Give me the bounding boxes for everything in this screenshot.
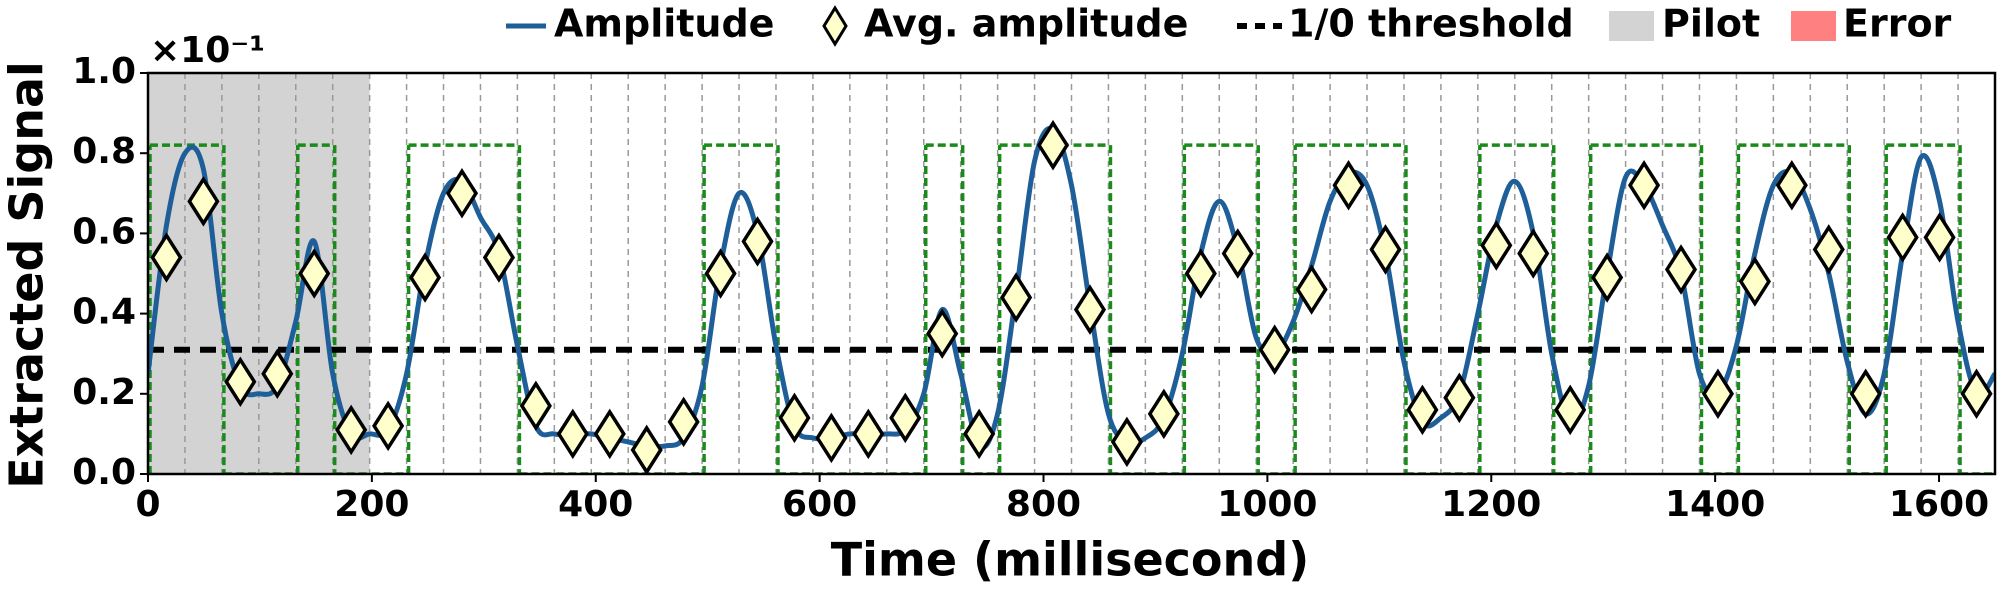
avg-marker — [630, 424, 663, 476]
avg-marker — [187, 176, 220, 227]
legend-label: 1/0 threshold — [1288, 2, 1574, 46]
y-tick-label: 0.8 — [72, 131, 136, 172]
x-tick-label: 800 — [1006, 484, 1081, 525]
legend-diamond — [822, 5, 848, 47]
y-tick-label: 1.0 — [72, 51, 136, 92]
y-tick-label: 0.4 — [72, 292, 136, 333]
avg-marker — [556, 408, 589, 460]
avg-marker — [1480, 220, 1513, 271]
avg-marker — [1849, 368, 1882, 420]
avg-marker — [593, 408, 626, 460]
avg-marker — [889, 392, 922, 444]
avg-marker — [704, 248, 737, 299]
avg-marker — [1184, 248, 1217, 299]
avg-marker — [1000, 272, 1033, 323]
y-offset-label: ×10⁻¹ — [150, 30, 265, 71]
avg-marker — [1886, 212, 1919, 263]
x-tick-label: 400 — [558, 484, 633, 525]
x-tick-label: 1400 — [1665, 484, 1765, 525]
x-tick-label: 1200 — [1441, 484, 1541, 525]
avg-marker — [815, 412, 848, 464]
avg-marker — [1036, 119, 1070, 171]
plot-frame — [146, 71, 1997, 476]
avg-marker — [408, 252, 442, 303]
x-tick-label: 600 — [782, 484, 857, 525]
legend-label: Pilot — [1662, 2, 1760, 46]
avg-marker — [1332, 160, 1365, 211]
avg-marker — [1295, 264, 1328, 315]
avg-marker — [1406, 384, 1439, 436]
avg-marker — [778, 392, 811, 444]
avg-marker — [261, 348, 294, 400]
avg-marker — [1738, 256, 1771, 307]
avg-marker — [1701, 368, 1735, 420]
y-tick-label: 0.6 — [72, 211, 136, 252]
y-tick-label: 0.0 — [72, 452, 136, 493]
legend-label: Amplitude — [554, 2, 774, 46]
avg-marker — [1110, 416, 1143, 468]
avg-marker — [1517, 228, 1550, 279]
plot-area — [148, 73, 1995, 474]
avg-marker — [1369, 224, 1402, 275]
avg-marker — [667, 396, 700, 448]
x-tick-label: 1000 — [1217, 484, 1317, 525]
avg-marker — [224, 356, 257, 408]
avg-marker — [150, 232, 183, 283]
avg-marker — [445, 168, 479, 219]
avg-marker — [519, 380, 552, 432]
avg-marker — [372, 400, 405, 452]
avg-marker — [335, 404, 368, 456]
avg-marker — [1664, 244, 1698, 295]
avg-marker — [298, 248, 331, 299]
avg-marker — [482, 232, 516, 283]
avg-marker — [1775, 160, 1808, 211]
avg-marker — [1073, 284, 1107, 335]
avg-marker — [852, 408, 885, 460]
avg-marker — [1923, 212, 1956, 263]
avg-marker — [1812, 224, 1845, 275]
y-tick-label: 0.2 — [72, 372, 136, 413]
legend-label: Error — [1843, 2, 1952, 46]
avg-marker — [1443, 372, 1476, 424]
x-tick-label: 200 — [334, 484, 409, 525]
avg-marker — [1554, 384, 1587, 436]
legend-pilot — [1609, 11, 1654, 41]
avg-marker — [926, 308, 959, 359]
x-tick-label: 1600 — [1889, 484, 1989, 525]
avg-marker — [1591, 252, 1624, 303]
avg-marker — [1221, 228, 1254, 279]
amplitude-line — [148, 125, 1995, 451]
y-axis-label: Extracted Signal — [0, 61, 54, 489]
avg-marker — [1627, 160, 1661, 211]
avg-marker — [1960, 368, 1993, 420]
avg-marker — [741, 216, 774, 267]
avg-marker — [1258, 324, 1291, 375]
avg-marker — [963, 408, 996, 460]
x-tick-label: 0 — [135, 484, 160, 525]
legend-error — [1791, 11, 1836, 41]
legend-label: Avg. amplitude — [864, 2, 1188, 46]
x-axis-label: Time (millisecond) — [831, 533, 1309, 587]
avg-marker — [1147, 388, 1180, 440]
